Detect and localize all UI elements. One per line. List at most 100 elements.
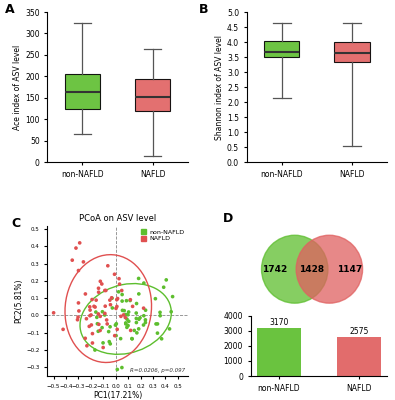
Point bbox=[137, 314, 143, 321]
Point bbox=[122, 314, 128, 321]
Point bbox=[114, 326, 120, 332]
Point bbox=[141, 312, 147, 319]
Point bbox=[140, 322, 147, 328]
Point bbox=[102, 312, 108, 318]
Point bbox=[126, 309, 132, 315]
Point bbox=[95, 311, 102, 317]
Point bbox=[92, 304, 98, 310]
Point bbox=[122, 311, 129, 318]
Point bbox=[168, 308, 174, 315]
Point bbox=[103, 317, 110, 323]
Point bbox=[97, 327, 103, 334]
Point bbox=[135, 275, 142, 282]
Point bbox=[82, 335, 88, 342]
Point bbox=[143, 307, 149, 313]
Point bbox=[76, 308, 82, 314]
Point bbox=[125, 322, 131, 329]
Title: PCoA on ASV level: PCoA on ASV level bbox=[79, 214, 156, 224]
Point bbox=[111, 271, 118, 278]
Point bbox=[119, 364, 125, 371]
Circle shape bbox=[296, 235, 363, 303]
Point bbox=[89, 296, 95, 303]
Point bbox=[86, 323, 92, 330]
Point bbox=[102, 287, 108, 294]
Point bbox=[107, 297, 113, 303]
Point bbox=[109, 295, 115, 302]
Point bbox=[103, 287, 109, 294]
Point bbox=[104, 321, 110, 327]
Point bbox=[130, 303, 136, 310]
Point bbox=[122, 320, 129, 326]
Circle shape bbox=[261, 235, 328, 303]
Y-axis label: Shannon index of ASV level: Shannon index of ASV level bbox=[215, 35, 224, 140]
Text: C: C bbox=[11, 216, 20, 230]
Point bbox=[100, 340, 106, 346]
Point bbox=[96, 289, 102, 296]
Point bbox=[141, 280, 147, 286]
Point bbox=[87, 312, 93, 319]
Text: 1742: 1742 bbox=[262, 265, 287, 274]
Point bbox=[107, 324, 113, 330]
Text: A: A bbox=[5, 3, 15, 16]
Point bbox=[133, 319, 139, 326]
Point bbox=[118, 313, 124, 320]
Point bbox=[135, 326, 142, 332]
PathPatch shape bbox=[65, 74, 100, 109]
Point bbox=[136, 316, 142, 322]
Point bbox=[134, 330, 140, 336]
Point bbox=[80, 259, 87, 265]
Point bbox=[96, 321, 102, 328]
Point bbox=[125, 312, 131, 318]
Point bbox=[119, 291, 125, 298]
Point bbox=[60, 326, 66, 332]
Point bbox=[82, 291, 88, 297]
Point bbox=[133, 315, 139, 322]
Point bbox=[127, 297, 133, 304]
Point bbox=[114, 303, 120, 310]
Point bbox=[74, 316, 81, 323]
Point bbox=[84, 342, 90, 349]
Point bbox=[87, 304, 93, 310]
Point bbox=[107, 302, 114, 308]
Point bbox=[117, 336, 124, 342]
Point bbox=[88, 322, 94, 328]
Point bbox=[105, 262, 111, 269]
Point bbox=[157, 309, 163, 316]
Text: 2575: 2575 bbox=[349, 327, 369, 336]
Point bbox=[154, 330, 161, 336]
Point bbox=[152, 296, 158, 302]
Legend: non-NAFLD, NAFLD: non-NAFLD, NAFLD bbox=[140, 229, 184, 242]
Point bbox=[102, 310, 108, 317]
Point bbox=[123, 298, 130, 304]
Point bbox=[95, 328, 102, 334]
Point bbox=[95, 285, 102, 292]
Y-axis label: Ace index of ASV level: Ace index of ASV level bbox=[13, 44, 23, 130]
Point bbox=[112, 322, 118, 328]
Point bbox=[97, 313, 103, 320]
Point bbox=[133, 310, 139, 316]
Point bbox=[102, 303, 108, 309]
Point bbox=[88, 312, 94, 318]
Point bbox=[114, 296, 120, 303]
Point bbox=[115, 295, 121, 302]
Text: D: D bbox=[223, 212, 233, 224]
PathPatch shape bbox=[335, 42, 370, 62]
Text: B: B bbox=[199, 3, 209, 16]
Point bbox=[116, 276, 122, 282]
Point bbox=[119, 307, 126, 314]
X-axis label: PC1(17.21%): PC1(17.21%) bbox=[93, 392, 142, 400]
Bar bbox=[337, 337, 381, 376]
Text: 1147: 1147 bbox=[337, 265, 362, 274]
Point bbox=[109, 294, 115, 301]
Point bbox=[91, 303, 97, 310]
Point bbox=[105, 328, 112, 335]
Point bbox=[115, 289, 122, 295]
Point bbox=[93, 309, 99, 315]
Point bbox=[107, 341, 113, 347]
Point bbox=[114, 366, 120, 373]
Text: 1428: 1428 bbox=[299, 265, 325, 274]
Point bbox=[129, 336, 135, 342]
Point bbox=[75, 314, 81, 320]
Point bbox=[89, 340, 96, 346]
Point bbox=[83, 316, 90, 322]
